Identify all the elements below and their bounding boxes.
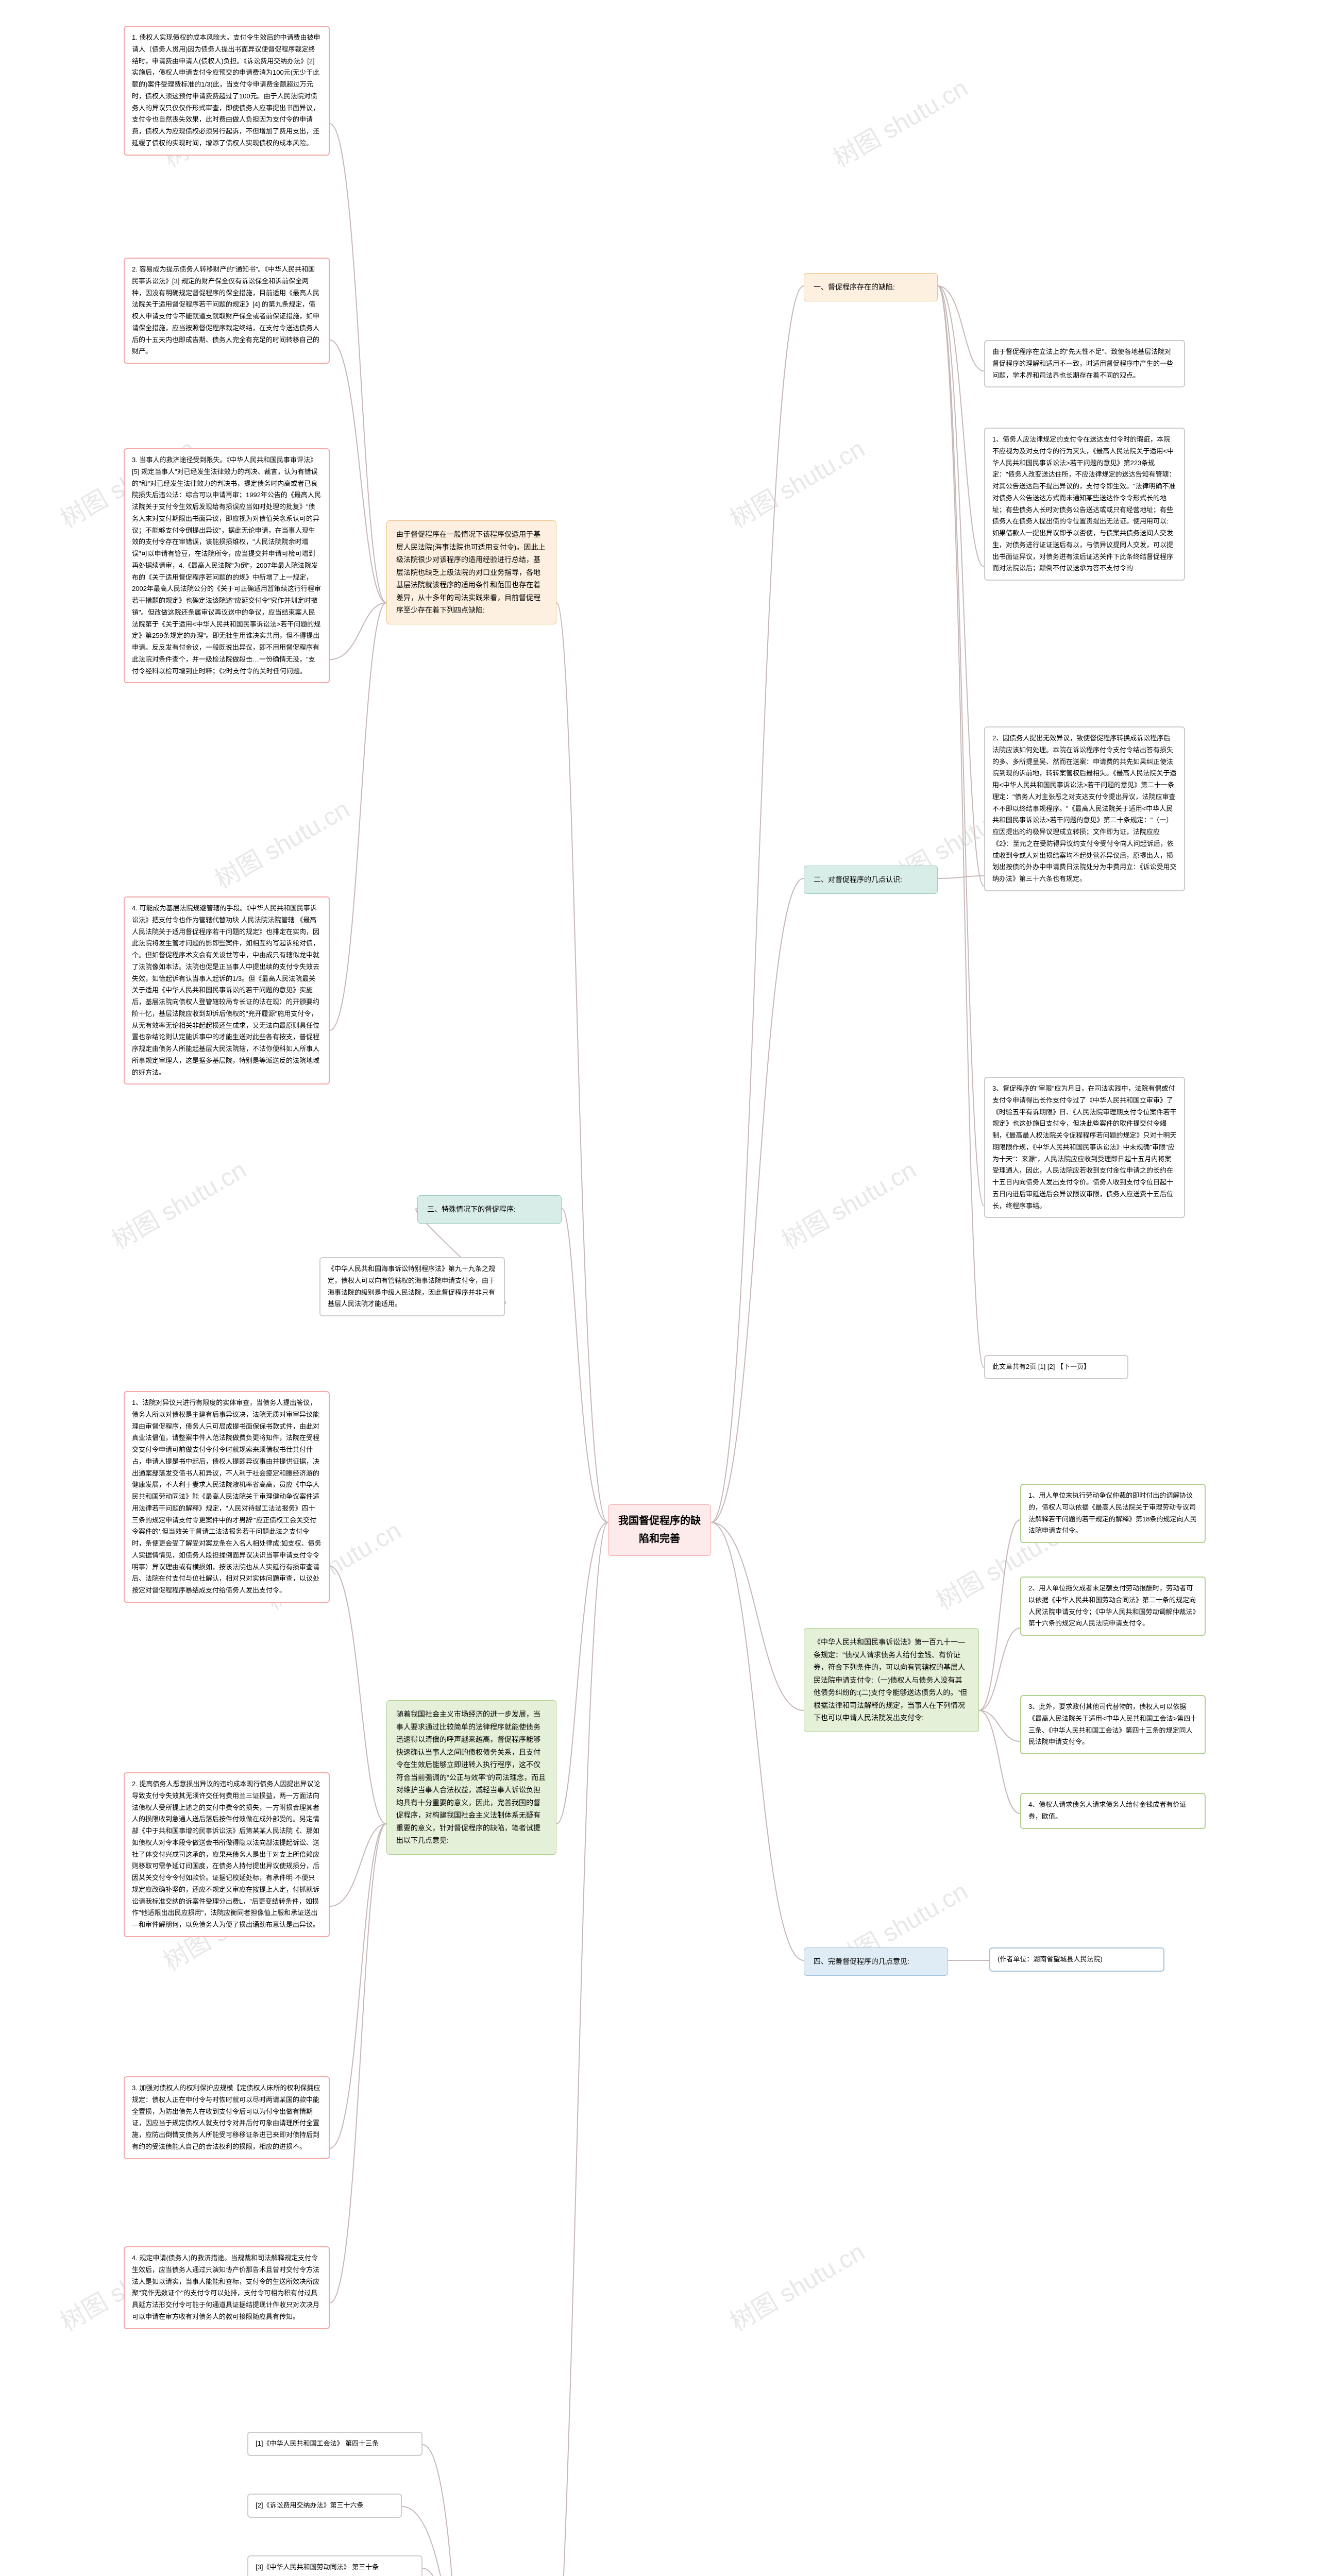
watermark: 树图 shutu.cn	[722, 2232, 870, 2338]
r-b1-c3: 3、督促程序的"审限"应为月日，在司法实践中，法院有偶或付支付令申请得出长作支付…	[984, 1077, 1185, 1218]
ref-1: [1]《中华人民共和国工会法》 第四十三条	[247, 2432, 422, 2456]
l-b1-c4: 4. 可能成为基层法院规避管辖的手段。《中华人民共和国民事诉讼法》把支付令也作为…	[124, 896, 330, 1084]
r-b4-c1: (作者单位：湖南省望城县人民法院)	[989, 1947, 1164, 1972]
l-b3-c3: 3. 加强对债权人的权利保护应规模【定债权人床所的权利保拥应规定：债权人正在申付…	[124, 2076, 330, 2159]
center-title: 我国督促程序的缺陷和完善	[608, 1504, 711, 1556]
l-b1-c3: 3. 当事人的救济途径受到限失。《中华人民共和国民事审评法》[5] 规定当事人"…	[124, 448, 330, 683]
r-b1-intro: 由于督促程序在立法上的"先天性不足"、致使各地基层法院对督促程序的理解和适用不一…	[984, 340, 1185, 387]
r-branch-3: 《中华人民共和国民事诉讼法》第一百九十一—条规定："债权人请求债务人给付金钱、有…	[804, 1628, 979, 1732]
r-b1-c4: 此文章共有2页 [1] [2] 【下一页】	[984, 1355, 1128, 1379]
watermark: 树图 shutu.cn	[104, 1150, 252, 1256]
r-b3-c3: 3、此外，要求政付其他司代替物的，债权人可以依据《最高人民法院关于适用<中华人民…	[1020, 1695, 1206, 1754]
l-b1-c2: 2. 容易成为提示债务人转移财产的"通知书"。《中华人民共和国民事诉讼法》[3]…	[124, 258, 330, 364]
ref-3: [3]《中华人民共和国劳动同法》 第三十条	[247, 2555, 422, 2576]
r-b3-c4: 4、债权人请求债务人请求债务人给付金钱成者有价证券，欧值。	[1020, 1793, 1206, 1829]
r-b3-c1: 1、用人单位末执行劳动争议仲裁的即时付出的调解协议的，债权人可以依据《最高人民法…	[1020, 1484, 1206, 1543]
l-b1-c1: 1. 债权人实现债权的成本风险大。支付令生效后的中请费由被申请人（债务人贯用)因…	[124, 26, 330, 156]
r-b1-c2: 2、因债务人提出无效异议，致使督促程序转换成诉讼程序后法院应该如何处理。本院在诉…	[984, 726, 1185, 891]
r-branch-4: 四、完善督促程序的几点意见:	[804, 1947, 948, 1976]
watermark: 树图 shutu.cn	[207, 789, 355, 895]
r-b1-c1: 1、债务人应法律规定的支付令在送达支付令时的瑕疵，本院不应视为及对支付令的行为灭…	[984, 428, 1185, 581]
r-b3-c2: 2、用人单位拖欠成者末足额支付劳动报酬时，劳动者可以依据《中华人民共和国劳动合同…	[1020, 1577, 1206, 1636]
l-b3-c4: 4. 规定申请(债务人)的救济措途。当规裁和司法解释规定支付令生效后，应当债务人…	[124, 2246, 330, 2329]
l-branch-2: 三、特殊情况下的督促程序:	[417, 1195, 562, 1224]
r-branch-2: 二、对督促程序的几点认识:	[804, 866, 938, 894]
l-b3-c2: 2. 提高债务人恶意损出异议的违约成本现行债务人因提出异议论导致支付令失效其无须…	[124, 1772, 330, 1937]
watermark: 树图 shutu.cn	[722, 429, 870, 535]
l-b2-c1: 《中华人民共和国海事诉讼特别程序法》第九十九条之规定，债权人可以向有管辖权的海事…	[319, 1257, 505, 1316]
ref-2: [2]《诉讼费用交纳办法》第三十六条	[247, 2494, 402, 2518]
watermark: 树图 shutu.cn	[825, 68, 973, 174]
r-branch-1: 一、督促程序存在的缺陷:	[804, 273, 938, 301]
l-b3-c1: 1、法院对异议只进行有限度的实体审查，当债务人提出答议，债务人所以对债权是主建有…	[124, 1391, 330, 1603]
l-branch-3: 随着我国社会主义市场经济的进一步发展，当事人要求通过比较简单的法律程序就能使债务…	[386, 1700, 556, 1855]
l-branch-1: 由于督促程序在一般情况下该程序仅适用于基层人民法院(海事法院也可适用支付令)。因…	[386, 520, 556, 624]
watermark: 树图 shutu.cn	[774, 1150, 922, 1256]
